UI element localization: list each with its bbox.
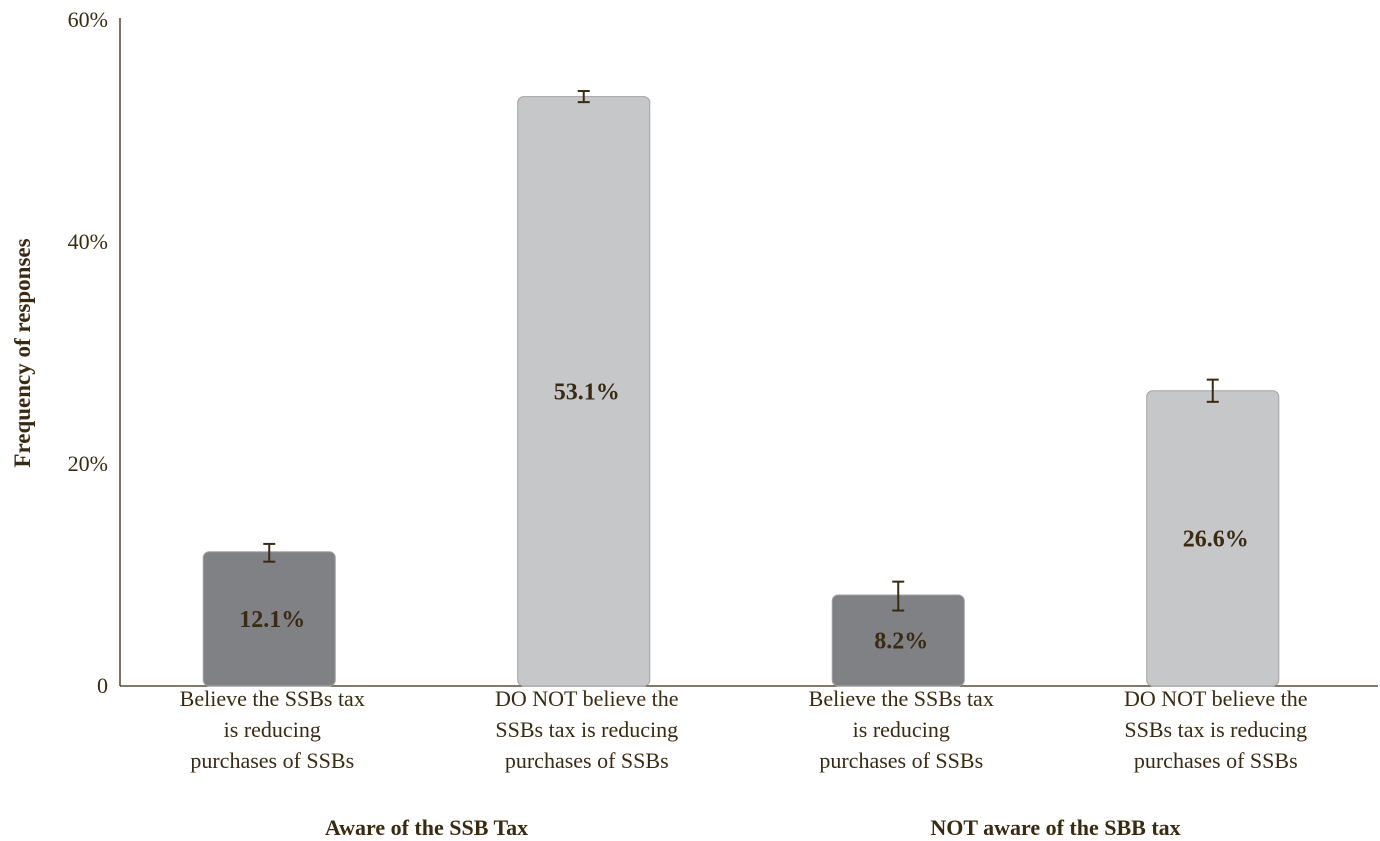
x-tick-label: Believe the SSBs tax is reducing purchases… (180, 686, 365, 773)
x-tick-label-line: DO NOT believe the (495, 686, 679, 711)
x-tick-label-line: Believe the SSBs tax (180, 686, 365, 711)
y-tick-label: 20% (68, 451, 108, 476)
x-tick-label: DO NOT believe the SSBs tax is reducing pu… (495, 686, 679, 773)
bars: 12.1% 53.1% 8.2% 26.6% (202, 90, 1280, 687)
x-tick-label-line: Believe the SSBs tax (809, 686, 994, 711)
x-tick-label-line: DO NOT believe the (1124, 686, 1308, 711)
x-tick-label-line: purchases of SSBs (819, 748, 983, 773)
x-tick-label-line: is reducing (224, 717, 321, 742)
group-label: Aware of the SSB Tax (325, 815, 528, 840)
x-tick-label-line: purchases of SSBs (190, 748, 354, 773)
y-tick-label: 40% (68, 229, 108, 254)
y-axis-title: Frequency of responses (10, 238, 35, 467)
y-axis: 0 20% 40% 60% (68, 7, 121, 698)
data-label: 12.1% (239, 607, 305, 633)
y-tick-label: 0 (97, 673, 108, 698)
x-tick-label-line: is reducing (853, 717, 950, 742)
y-tick-label: 60% (68, 7, 108, 32)
data-label: 26.6% (1183, 526, 1249, 552)
x-tick-label-line: purchases of SSBs (505, 748, 669, 773)
x-tick-label-line: SSBs tax is reducing (1124, 717, 1307, 742)
data-label: 8.2% (874, 628, 928, 654)
x-tick-label-line: SSBs tax is reducing (495, 717, 678, 742)
data-label: 53.1% (554, 379, 620, 405)
x-tick-label-line: purchases of SSBs (1134, 748, 1298, 773)
group-labels: Aware of the SSB Tax NOT aware of the SBB… (325, 815, 1181, 840)
group-label: NOT aware of the SBB tax (930, 815, 1180, 840)
x-tick-label: DO NOT believe the SSBs tax is reducing pu… (1124, 686, 1308, 773)
x-tick-label: Believe the SSBs tax is reducing purchases… (809, 686, 994, 773)
category-labels: Believe the SSBs tax is reducing purchases… (180, 686, 1308, 773)
